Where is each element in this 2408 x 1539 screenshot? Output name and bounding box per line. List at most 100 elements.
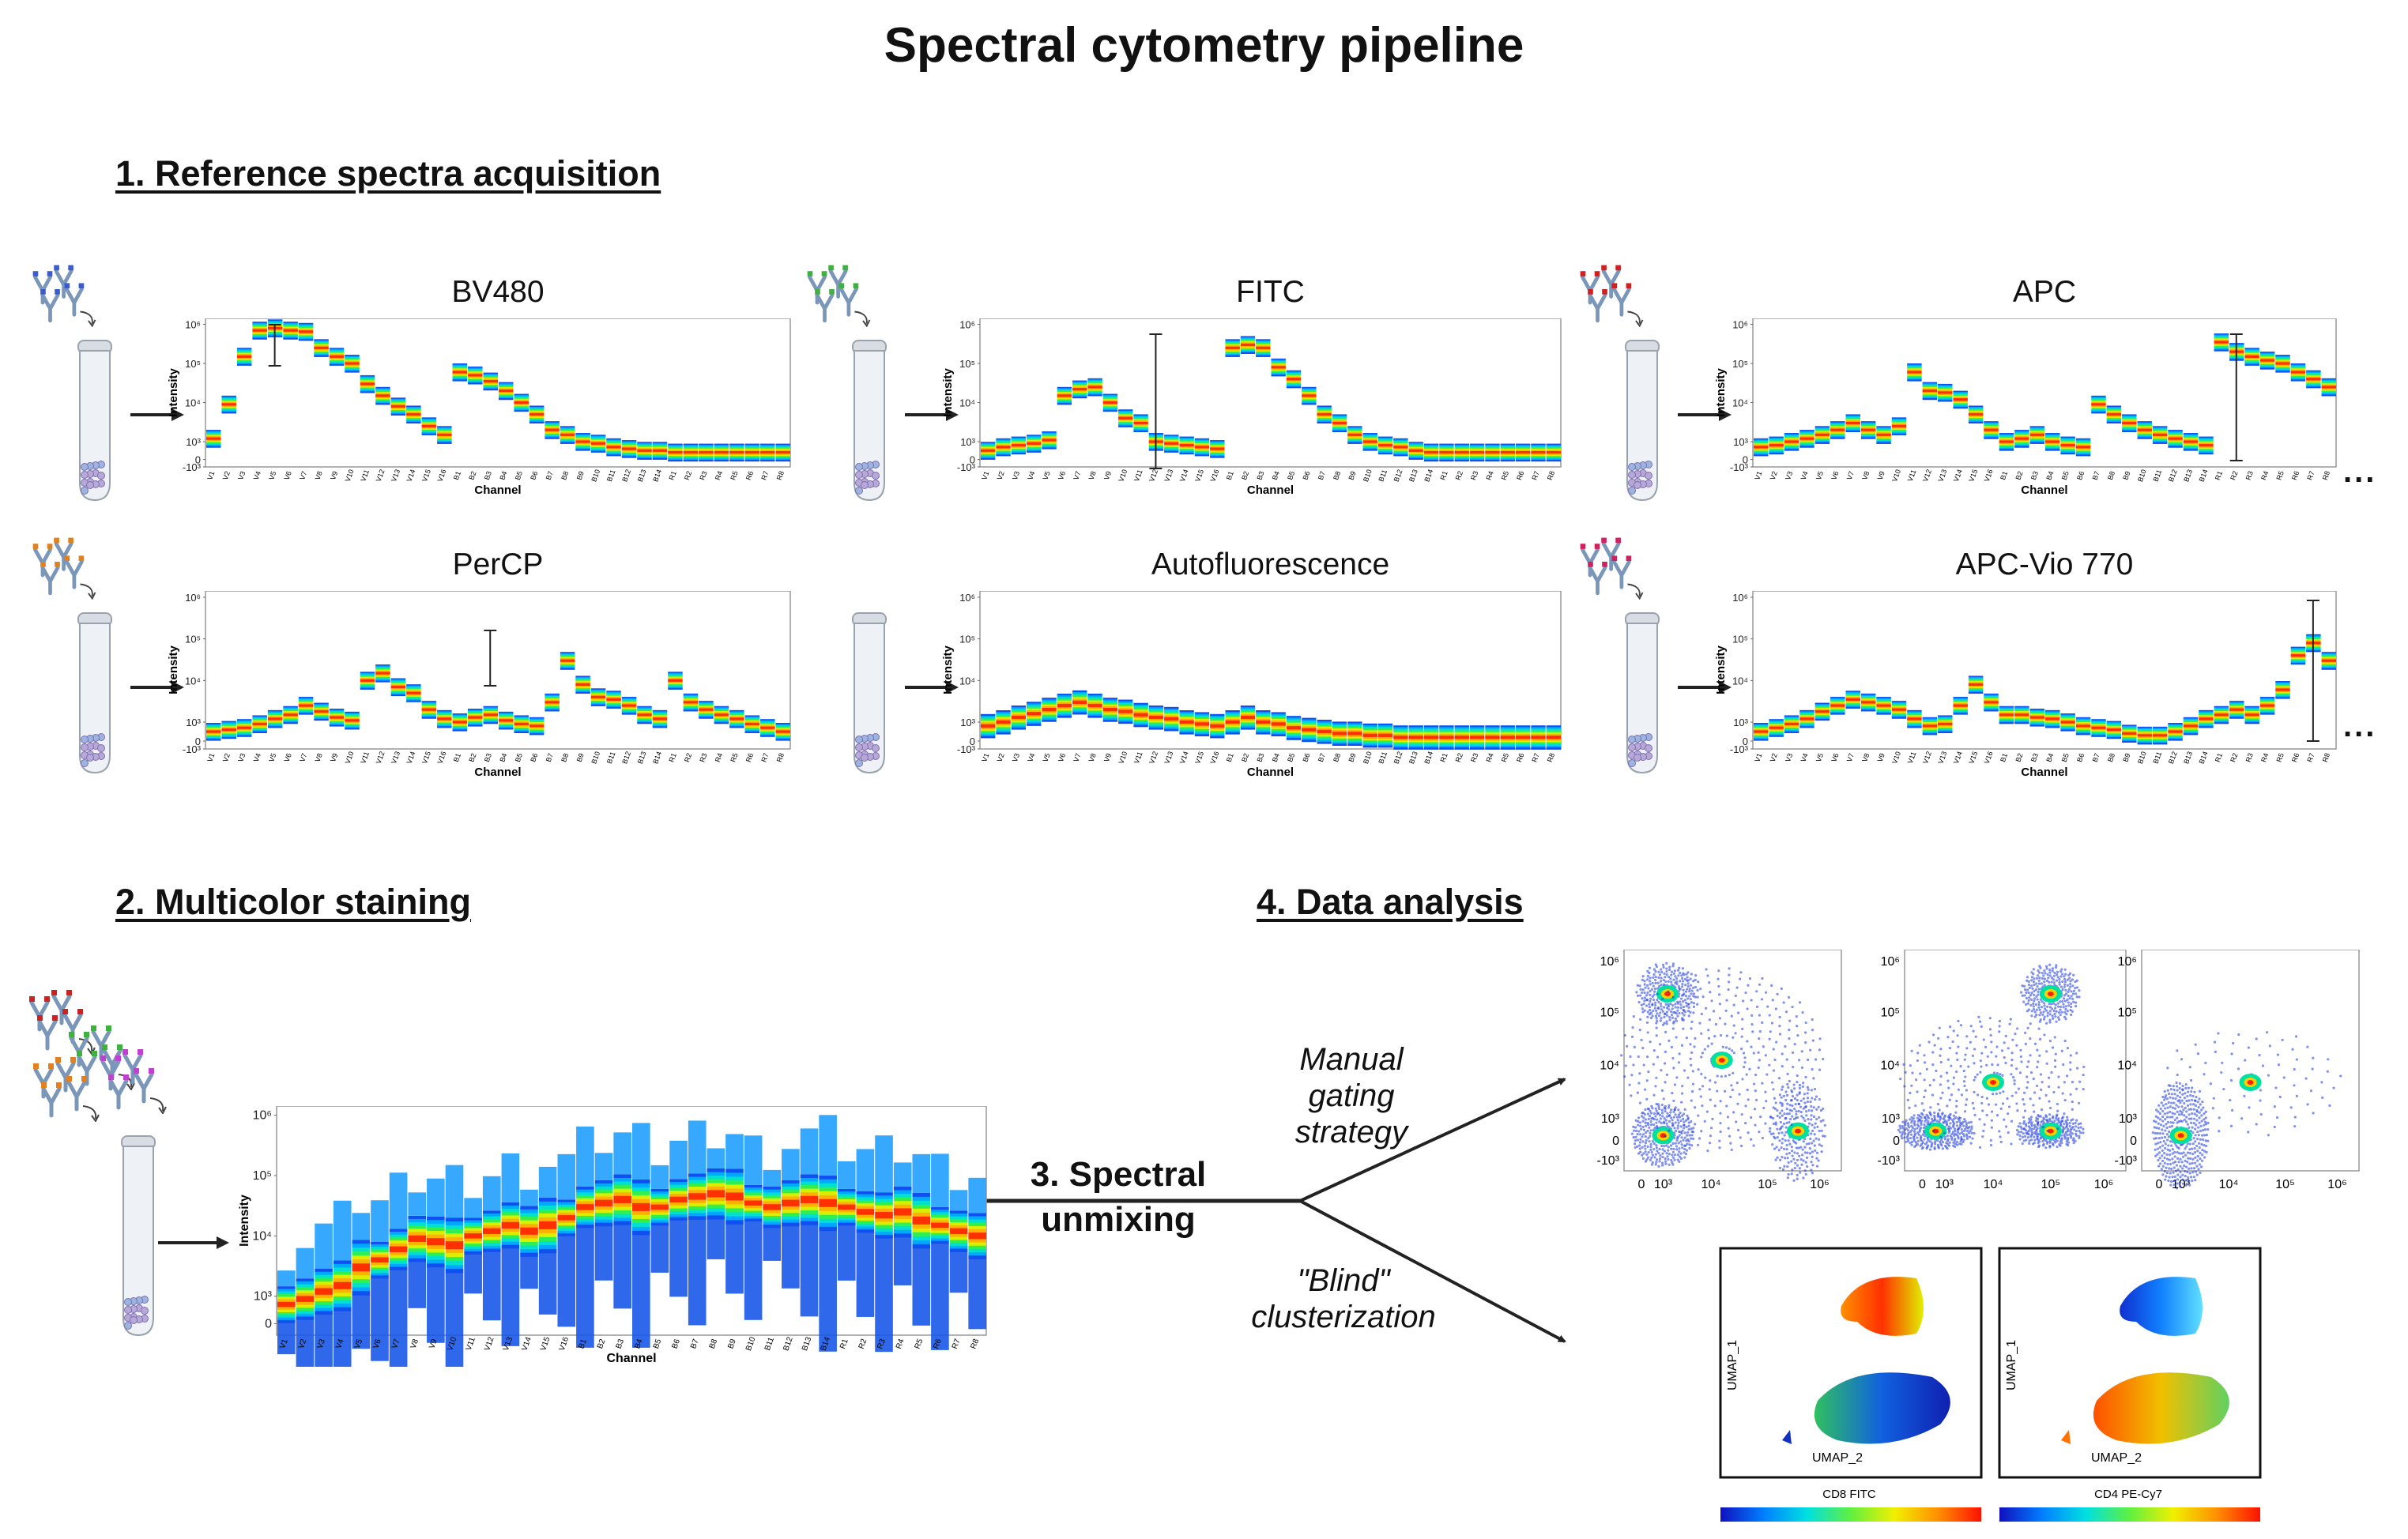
channel-tick-label: R2 <box>1454 752 1464 763</box>
channel-band <box>1769 436 1784 455</box>
channel-band <box>590 435 606 453</box>
tube-0 <box>77 340 112 502</box>
channel-tick-label: R4 <box>895 1338 906 1350</box>
channel-band <box>1799 709 1814 728</box>
x-axis-label: Channel <box>2021 766 2067 779</box>
channel-band <box>1999 706 2014 724</box>
channel-band <box>1072 380 1087 399</box>
y-tick-label: 10⁶ <box>959 319 975 331</box>
y-tick-label: 10⁵ <box>1732 634 1748 645</box>
y-tick-label: 0 <box>195 454 201 466</box>
y-axis-label: Intensity <box>167 368 180 417</box>
antibody-icon-5 <box>1580 537 1644 600</box>
channel-tick-label: V11 <box>1906 468 1918 483</box>
channel-tick-label: B9 <box>1347 752 1357 763</box>
channel-band <box>1332 414 1347 433</box>
channel-tick-label: V15 <box>539 1335 552 1352</box>
channel-band <box>1439 725 1454 750</box>
channel-tick-label: V11 <box>1132 468 1144 483</box>
channel-band <box>1500 725 1515 750</box>
channel-band <box>499 711 514 730</box>
channel-tick-label: B5 <box>652 1338 664 1350</box>
channel-band <box>296 1247 315 1367</box>
channel-tick-label: R2 <box>2229 470 2239 481</box>
y-tick-label: -10³ <box>1730 461 1749 473</box>
channel-tick-label: B6 <box>529 752 539 763</box>
channel-band <box>775 443 790 462</box>
channel-tick-label: B4 <box>633 1338 645 1350</box>
channel-tick-label: B13 <box>2182 468 2194 483</box>
channel-tick-label: R8 <box>1546 470 1556 481</box>
channel-tick-label: V12 <box>1147 751 1159 765</box>
channel-band <box>763 1169 782 1261</box>
channel-tick-label: V13 <box>1163 751 1175 765</box>
channel-tick-label: R3 <box>1469 470 1479 481</box>
channel-tick-label: B12 <box>782 1335 795 1352</box>
channel-band <box>856 1149 875 1317</box>
channel-tick-label: V2 <box>221 752 232 763</box>
channel-tick-label: R2 <box>2229 752 2239 763</box>
dot-x-tick: 0 <box>1919 1178 1926 1191</box>
channel-tick-label: V14 <box>520 1335 533 1352</box>
channel-tick-label: V11 <box>1906 751 1918 765</box>
channel-tick-label: R2 <box>857 1338 869 1350</box>
channel-tick-label: B11 <box>763 1336 776 1352</box>
y-axis-label: Intensity <box>941 645 955 694</box>
y-tick-label: 10⁴ <box>959 675 975 687</box>
channel-tick-label: B9 <box>575 470 586 481</box>
channel-band <box>2014 706 2029 724</box>
y-tick-label: 10⁶ <box>1732 592 1748 604</box>
antibody-icon-2 <box>1580 265 1644 327</box>
channel-band <box>345 355 360 373</box>
channel-band <box>590 688 606 706</box>
channel-tick-label: B3 <box>2029 752 2040 763</box>
channel-band <box>2321 378 2336 397</box>
y-tick-label: 10⁶ <box>185 592 201 604</box>
channel-band <box>575 675 590 694</box>
channel-band <box>1118 699 1133 724</box>
channel-tick-label: B1 <box>1999 752 2009 763</box>
channel-band <box>529 405 545 424</box>
y-tick-label: 0 <box>195 736 201 747</box>
channel-tick-label: V11 <box>359 751 371 765</box>
channel-tick-label: B11 <box>1377 751 1389 765</box>
channel-band <box>406 684 421 702</box>
channel-band <box>668 672 683 690</box>
channel-tick-label: R6 <box>2290 752 2301 763</box>
channel-tick-label: B11 <box>2152 468 2164 483</box>
channel-band <box>1347 721 1362 746</box>
antibody-icon-1 <box>807 265 871 327</box>
channel-band <box>1317 720 1332 744</box>
channel-tick-label: V1 <box>278 1338 290 1350</box>
y-tick-label: -10³ <box>957 461 976 473</box>
channel-band <box>352 1213 371 1349</box>
channel-tick-label: V4 <box>1799 752 1810 763</box>
channel-band <box>2168 723 2183 741</box>
channel-tick-label: B11 <box>2152 751 2164 765</box>
channel-band <box>298 697 314 715</box>
channel-band <box>1225 710 1240 735</box>
channel-band <box>1408 442 1423 460</box>
channel-band <box>236 348 252 366</box>
channel-band <box>375 664 390 683</box>
channel-tick-label: B4 <box>2044 470 2055 481</box>
spectrum-plot-5: 10⁶ 10⁵ 10⁴ 10³ 0-10³ Intensity V1 V2 V3 V4 V5 V6 V7… <box>1714 591 2337 779</box>
channel-tick-label: R1 <box>1438 752 1449 763</box>
channel-tick-label: R2 <box>683 752 693 763</box>
channel-band <box>314 702 329 721</box>
channel-tick-label: V13 <box>390 751 401 765</box>
channel-tick-label: V14 <box>1952 468 1964 483</box>
channel-tick-label: B4 <box>1271 752 1281 763</box>
channel-band <box>1500 443 1515 462</box>
y-axis-label: Intensity <box>167 645 180 694</box>
channel-tick-label: R4 <box>1484 752 1494 763</box>
channel-band <box>252 715 267 733</box>
spectrum-title: APC-Vio 770 <box>1955 547 2134 581</box>
dot-x-tick: 10⁶ <box>2094 1178 2113 1191</box>
channel-band <box>206 430 221 448</box>
spectrum-plot-4: 10⁶ 10⁵ 10⁴ 10³ 0-10³ Intensity V1 V2 V3 V4 V5 V6 V7… <box>941 591 1562 779</box>
channel-band <box>1256 710 1271 735</box>
channel-band <box>427 1178 445 1343</box>
ellipsis-row-1: ... <box>2343 454 2377 489</box>
